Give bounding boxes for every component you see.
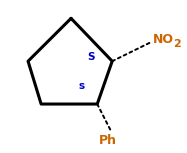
Text: 2: 2 (173, 39, 181, 49)
Text: Ph: Ph (99, 134, 117, 147)
Text: s: s (78, 81, 84, 91)
Text: NO: NO (153, 33, 174, 46)
Text: S: S (87, 52, 94, 62)
